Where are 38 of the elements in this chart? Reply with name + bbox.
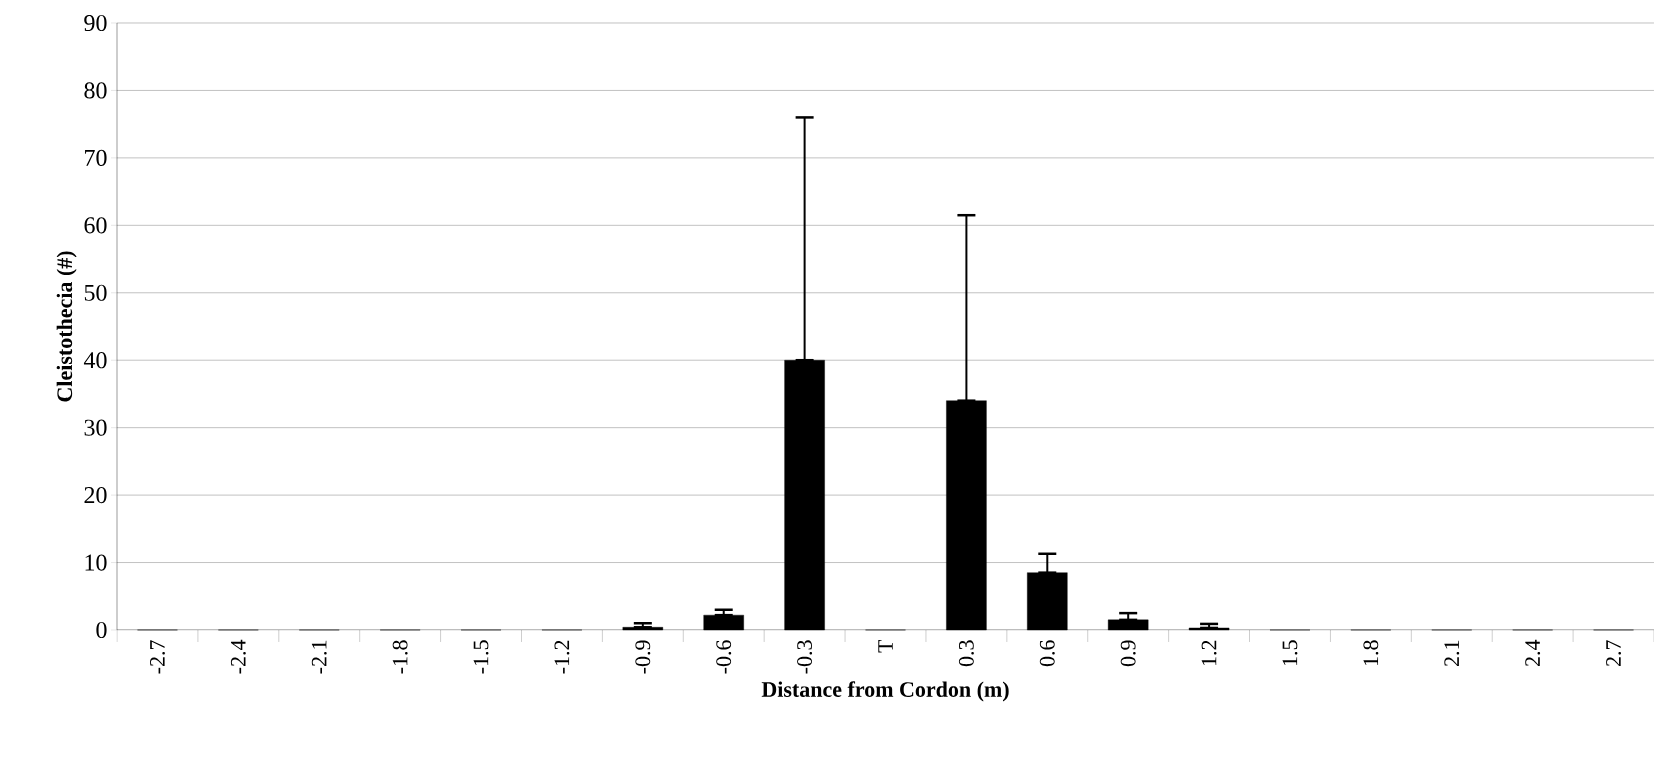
y-tick-label: 70: [85, 149, 107, 166]
x-tick-label: -2.4: [230, 639, 246, 674]
y-tick-label: 90: [84, 14, 107, 32]
y-tick-label: 0: [96, 621, 107, 639]
x-tick-label: -2.7: [150, 640, 165, 674]
y-axis-title: Cleistothecia (#): [56, 251, 77, 402]
x-tick-label: -1.5: [473, 640, 489, 674]
x-tick-label: -0.9: [635, 640, 651, 674]
x-tick-label: 0.9: [1120, 640, 1136, 667]
x-tick-label: 1.5: [1282, 640, 1298, 666]
bar: [946, 400, 987, 631]
x-tick-label: -1.8: [392, 640, 408, 674]
x-tick-label: T: [878, 639, 893, 653]
y-tick-label: 60: [84, 217, 107, 234]
x-tick-label: 0.6: [1039, 640, 1055, 667]
bar: [703, 614, 744, 631]
x-tick-label: 1.2: [1201, 640, 1217, 666]
x-tick-label: -0.6: [716, 640, 732, 674]
x-tick-label: -2.1: [311, 640, 327, 674]
y-tick-label: 10: [85, 554, 107, 571]
x-tick-label: 2.1: [1444, 640, 1460, 667]
y-tick-label: 50: [84, 284, 107, 301]
y-tick-label: 40: [83, 352, 107, 369]
bar: [784, 360, 825, 631]
x-tick-label: 0.3: [958, 640, 974, 667]
y-tick-label: 20: [84, 487, 107, 504]
x-tick-label: -0.3: [797, 640, 813, 674]
x-tick-label: 2.4: [1525, 639, 1541, 667]
x-tick-label: 1.8: [1363, 640, 1379, 666]
x-tick-label: 2.7: [1606, 640, 1621, 667]
bar: [622, 627, 664, 631]
y-tick-label: 30: [84, 419, 107, 436]
bar: [1027, 572, 1068, 631]
bar: [1188, 627, 1230, 631]
x-axis-title: Distance from Cordon (m): [761, 681, 1009, 702]
bar: [1107, 619, 1149, 631]
x-tick-label: -1.2: [554, 640, 570, 674]
y-tick-label: 80: [84, 82, 107, 99]
